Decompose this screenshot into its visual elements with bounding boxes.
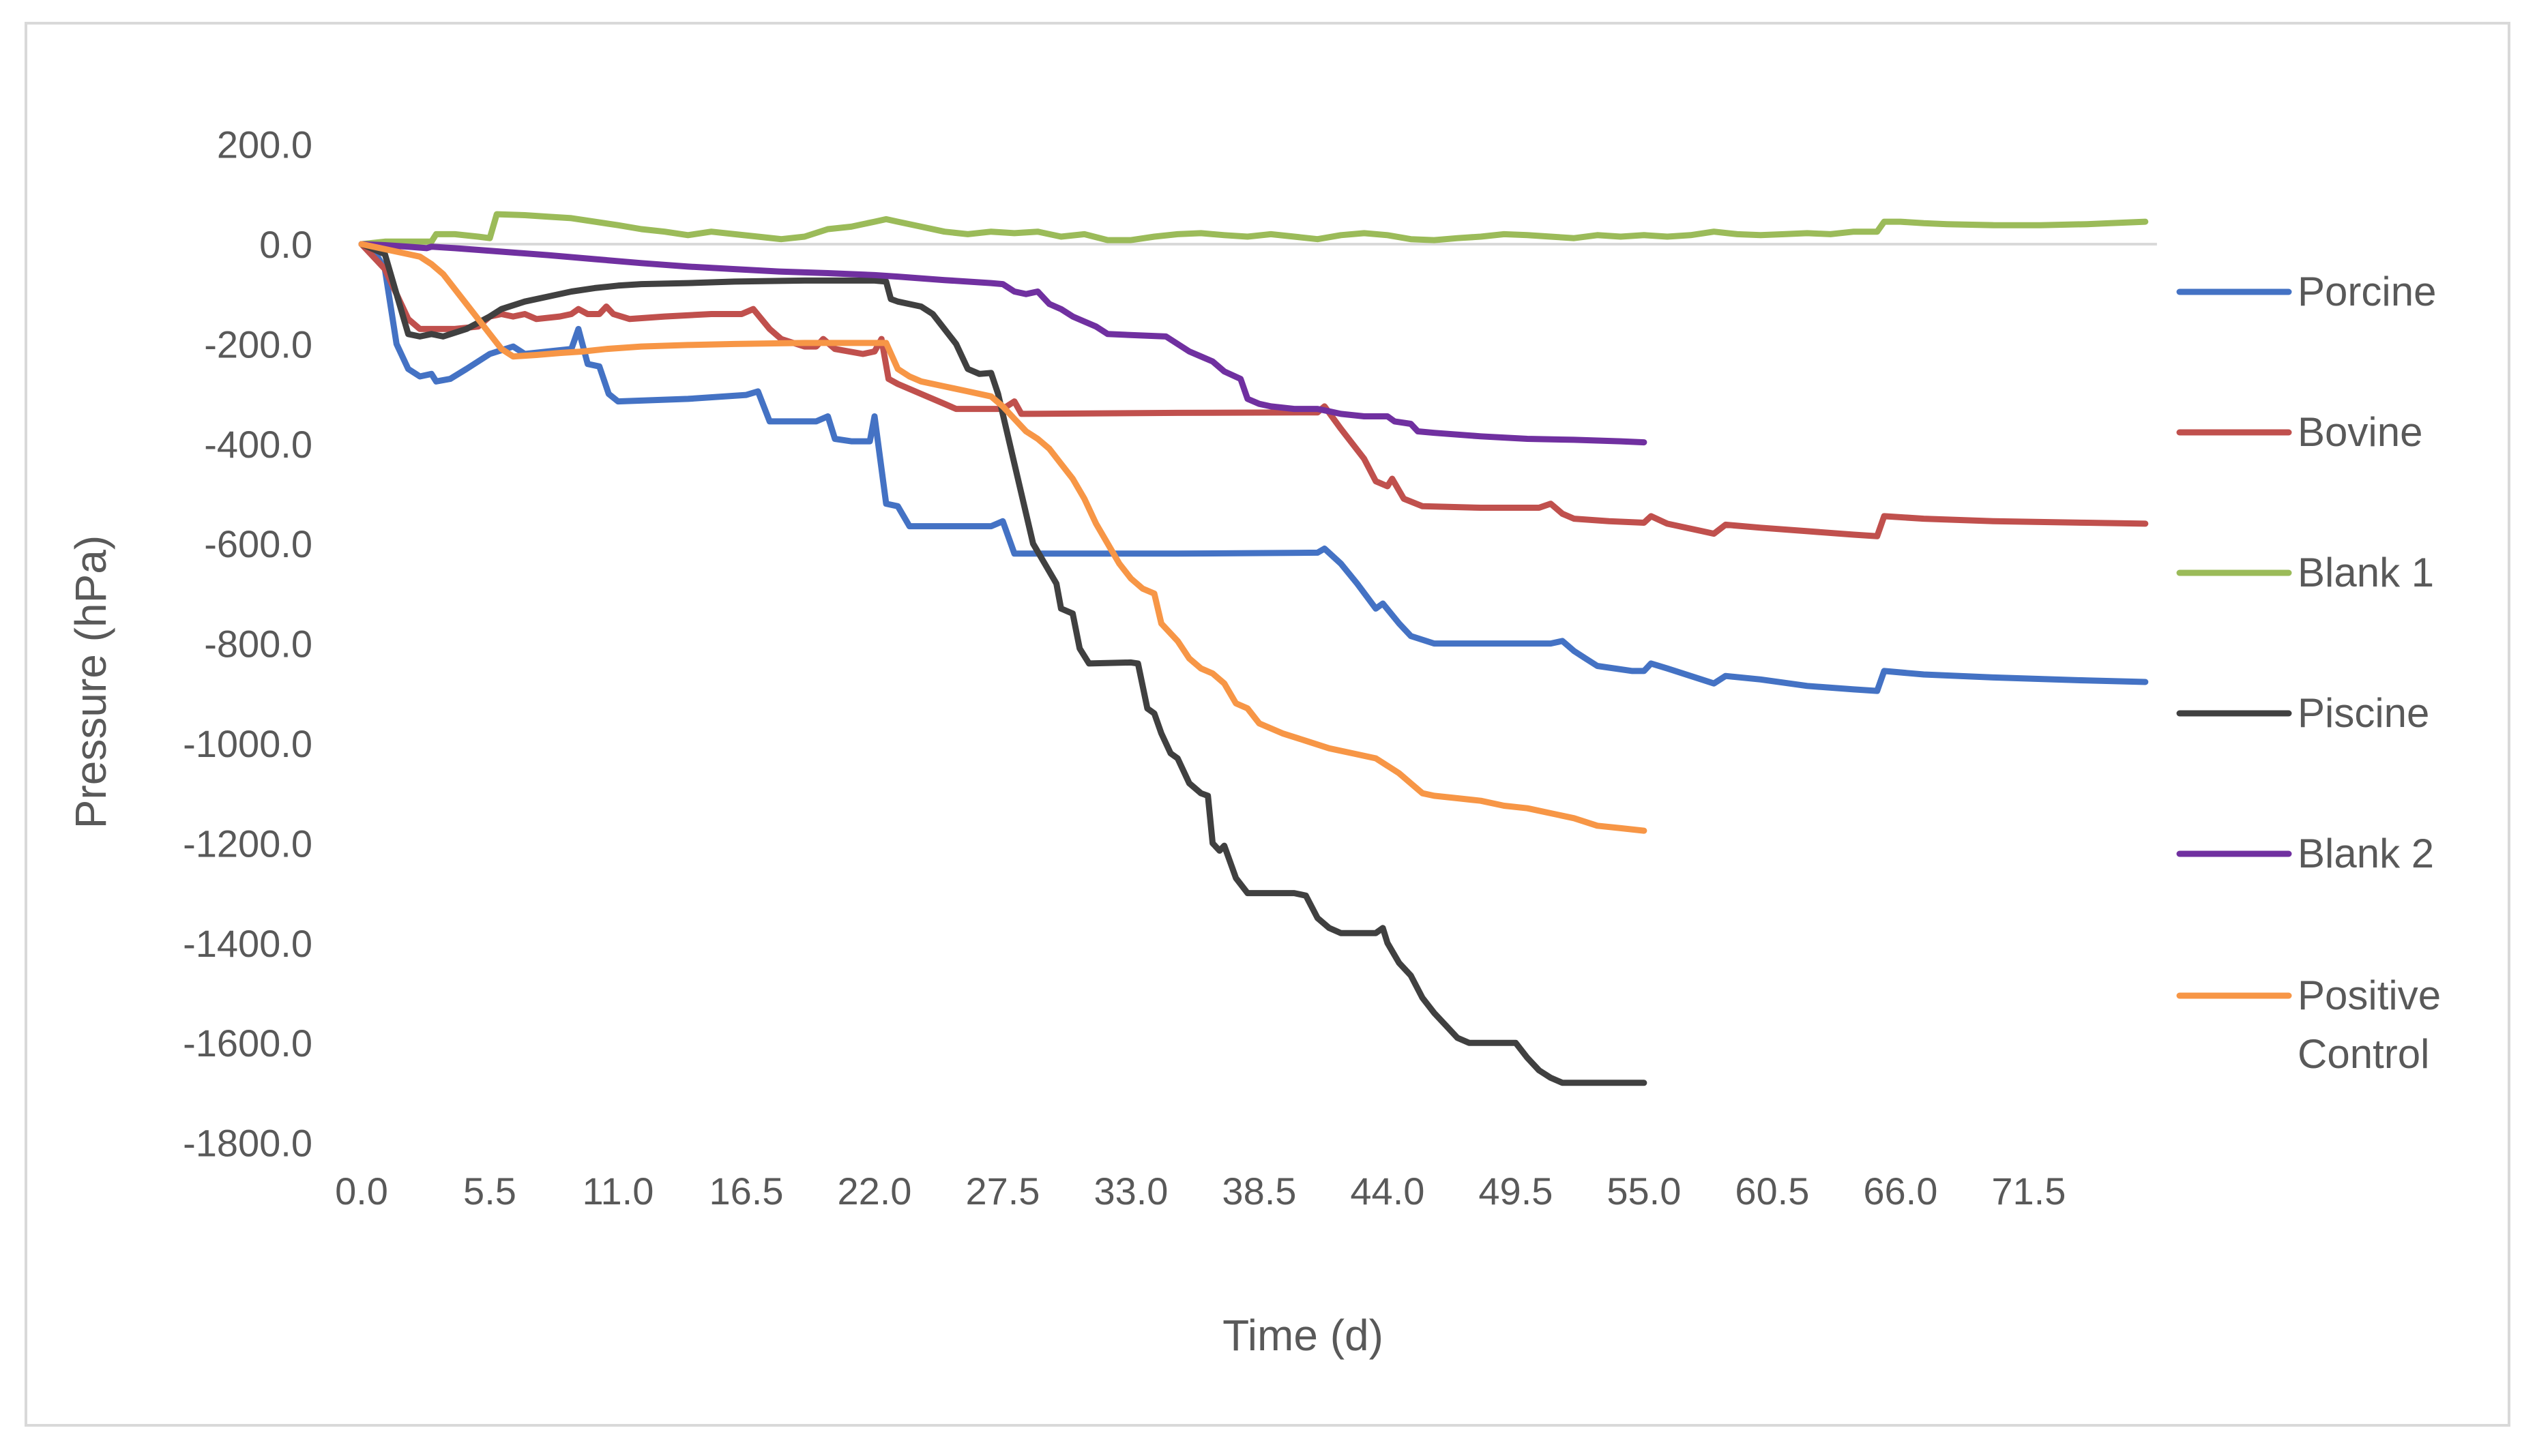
series-lines: [358, 211, 2149, 1086]
legend-label-blank-2: Blank 2: [2298, 831, 2434, 876]
series-line-blank-2: [358, 241, 1647, 446]
x-axis-tick-labels: 0.0 5.5 11.0 16.5 22.0 27.5 33.0 38.5 44.0 49.5 55…: [335, 1170, 2066, 1213]
x-axis-title: Time (d): [1222, 1311, 1383, 1360]
legend-label-piscine: Piscine: [2298, 690, 2429, 736]
x-tick-label: 16.5: [709, 1170, 783, 1213]
legend-label-blank-1: Blank 1: [2298, 550, 2434, 595]
y-tick-label: 200.0: [217, 123, 312, 166]
y-axis-title: Pressure (hPa): [66, 535, 115, 829]
x-tick-label: 49.5: [1478, 1170, 1553, 1213]
x-tick-label: 22.0: [837, 1170, 911, 1213]
y-axis-tick-labels: 200.0 0.0 -200.0 -400.0 -600.0 -800.0 -1000.0 -…: [183, 123, 312, 1165]
y-tick-label: -1800.0: [183, 1122, 312, 1165]
legend: Porcine Bovine Blank 1 Piscine Blank 2 Positi…: [2176, 269, 2441, 1077]
series-line-porcine: [358, 241, 2149, 694]
x-tick-label: 60.5: [1735, 1170, 1809, 1213]
x-tick-label: 5.5: [463, 1170, 516, 1213]
legend-label-bovine: Bovine: [2298, 409, 2422, 455]
y-tick-label: -1200.0: [183, 822, 312, 865]
series-line-positive-control: [358, 241, 1647, 834]
x-tick-label: 55.0: [1607, 1170, 1681, 1213]
x-tick-label: 44.0: [1350, 1170, 1424, 1213]
series-line-piscine: [358, 241, 1647, 1086]
x-tick-label: 33.0: [1094, 1170, 1168, 1213]
x-tick-label: 66.0: [1863, 1170, 1937, 1213]
legend-label-porcine: Porcine: [2298, 269, 2436, 314]
y-tick-label: -1600.0: [183, 1022, 312, 1065]
y-tick-label: -400.0: [204, 423, 312, 466]
x-tick-label: 38.5: [1222, 1170, 1296, 1213]
y-tick-label: -600.0: [204, 522, 312, 565]
series-line-bovine: [358, 241, 2149, 539]
y-tick-label: -1400.0: [183, 922, 312, 965]
series-line-blank-1: [358, 211, 2149, 248]
y-tick-label: -200.0: [204, 323, 312, 366]
x-tick-label: 27.5: [965, 1170, 1040, 1213]
x-tick-label: 11.0: [583, 1170, 654, 1213]
y-tick-label: -1000.0: [183, 722, 312, 765]
legend-label-positive-control: Positive Control: [2298, 972, 2441, 1077]
x-tick-label: 0.0: [335, 1170, 388, 1213]
x-tick-label: 71.5: [1991, 1170, 2066, 1213]
y-tick-label: 0.0: [259, 223, 312, 266]
y-tick-label: -800.0: [204, 623, 312, 666]
